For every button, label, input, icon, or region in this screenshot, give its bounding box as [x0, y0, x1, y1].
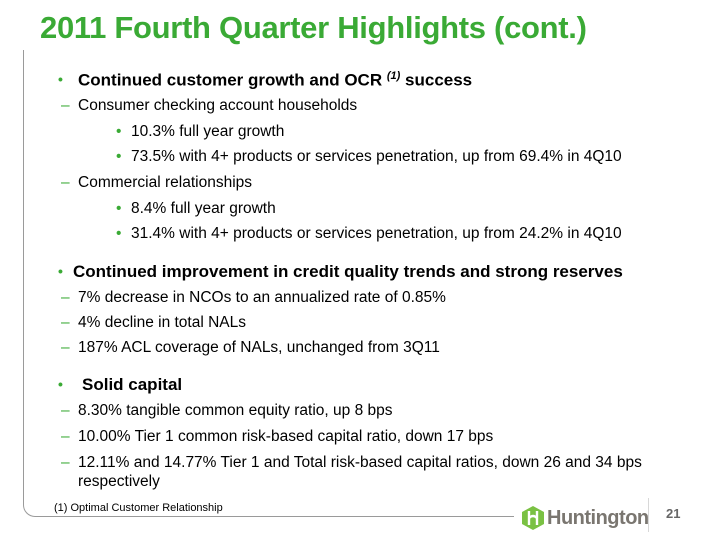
bullet-icon: •	[58, 71, 63, 87]
list-item: –8.30% tangible common equity ratio, up …	[61, 402, 393, 420]
item-text: 10.3% full year growth	[131, 123, 285, 140]
dash-icon: –	[61, 97, 70, 114]
item-text: Consumer checking account households	[78, 97, 358, 114]
dash-icon: –	[61, 402, 70, 419]
list-item: – Commercial relationships	[61, 174, 253, 192]
list-item: • 73.5% with 4+ products or services pene…	[116, 148, 622, 166]
dash-icon: –	[61, 314, 70, 331]
bullet-icon: •	[116, 225, 122, 242]
logo-text: Huntington	[547, 506, 649, 529]
item-text: 12.11% and 14.77% Tier 1 and Total risk-…	[78, 454, 642, 471]
footnote-ref: (1)	[386, 70, 401, 82]
bullet-icon: •	[116, 148, 122, 165]
item-text: 31.4% with 4+ products or services penet…	[131, 225, 622, 242]
item-text: 73.5% with 4+ products or services penet…	[131, 148, 622, 165]
bullet-icon: •	[58, 263, 63, 279]
heading-text: Solid capital	[82, 375, 183, 394]
item-text: Commercial relationships	[78, 174, 253, 191]
bullet-icon: •	[116, 123, 122, 140]
footer-divider	[648, 498, 649, 532]
item-text: 8.30% tangible common equity ratio, up 8…	[78, 402, 393, 419]
section-heading-credit-quality: • Continued improvement in credit quality…	[58, 262, 623, 282]
section-heading-customer-growth: • Continued customer growth and OCR (1) s…	[58, 70, 473, 91]
footnote: (1) Optimal Customer Relationship	[54, 502, 223, 514]
huntington-logo-icon	[522, 506, 544, 530]
dash-icon: –	[61, 339, 70, 356]
dash-icon: –	[61, 289, 70, 306]
list-item: –10.00% Tier 1 common risk-based capital…	[61, 428, 494, 446]
dash-icon: –	[61, 454, 70, 471]
bullet-icon: •	[116, 200, 122, 217]
list-item: • 10.3% full year growth	[116, 123, 285, 141]
slide-title: 2011 Fourth Quarter Highlights (cont.)	[40, 10, 587, 45]
content-frame	[23, 50, 514, 517]
heading-text: success	[400, 70, 473, 90]
section-heading-capital: • Solid capital	[58, 375, 183, 395]
item-text: 4% decline in total NALs	[78, 314, 247, 331]
item-text: 187% ACL coverage of NALs, unchanged fro…	[78, 339, 440, 356]
huntington-logo: Huntington	[522, 506, 649, 530]
list-item: • 31.4% with 4+ products or services pene…	[116, 225, 622, 243]
item-text: 10.00% Tier 1 common risk-based capital …	[78, 428, 494, 445]
bullet-icon: •	[58, 376, 63, 392]
item-text: 7% decrease in NCOs to an annualized rat…	[78, 289, 446, 306]
list-item: • 8.4% full year growth	[116, 200, 276, 218]
dash-icon: –	[61, 174, 70, 191]
item-text: 8.4% full year growth	[131, 200, 276, 217]
list-item: –187% ACL coverage of NALs, unchanged fr…	[61, 339, 440, 357]
dash-icon: –	[61, 428, 70, 445]
list-item: – Consumer checking account households	[61, 97, 358, 115]
heading-text: Continued customer growth and OCR	[78, 70, 387, 90]
page-number: 21	[666, 506, 681, 521]
list-item: –12.11% and 14.77% Tier 1 and Total risk…	[61, 454, 642, 472]
heading-text: Continued improvement in credit quality …	[73, 262, 623, 281]
list-item-continuation: respectively	[78, 473, 160, 490]
list-item: –4% decline in total NALs	[61, 314, 247, 332]
list-item: –7% decrease in NCOs to an annualized ra…	[61, 289, 446, 307]
